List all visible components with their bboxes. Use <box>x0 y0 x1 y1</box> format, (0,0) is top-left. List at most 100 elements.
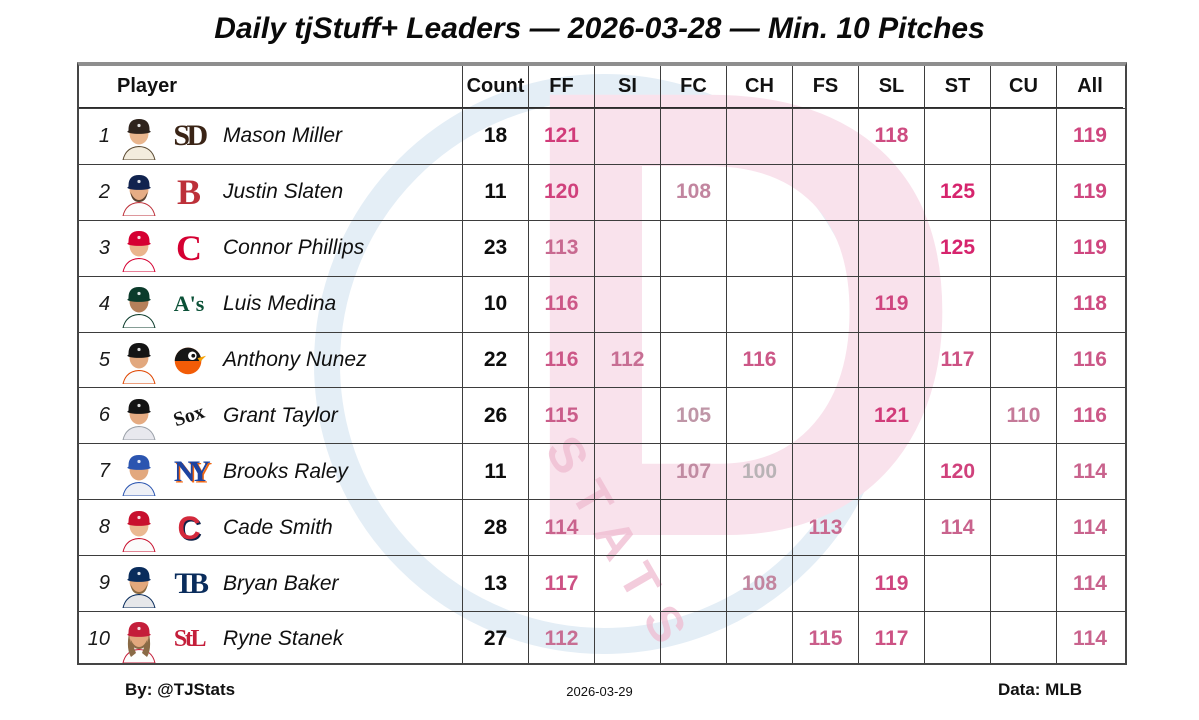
stat-cell-cu <box>991 164 1057 220</box>
stat-cell-all: 114 <box>1057 556 1123 611</box>
stat-cell-fs: 115 <box>793 612 859 663</box>
stat-cell-ch <box>727 220 793 276</box>
player-photo-mets <box>119 448 159 497</box>
stat-cell-si <box>595 444 661 500</box>
stat-cell-cu <box>991 276 1057 332</box>
stat-cell-si <box>595 500 661 556</box>
team-logo-cardinals: StL <box>173 626 207 653</box>
stat-cell-cu <box>991 612 1057 663</box>
table-row: 8 C Cade Smith 28 114 113 114 114 <box>79 499 1125 556</box>
stat-cell-sl <box>859 220 925 276</box>
stat-value-all: 119 <box>1073 180 1107 204</box>
player-cell: 9 TB Bryan Baker <box>79 556 463 612</box>
stat-cell-fs <box>793 276 859 332</box>
stat-cell-fc: 108 <box>661 164 727 220</box>
stat-cell-st <box>925 556 991 612</box>
team-logo-redsox: B <box>176 172 201 213</box>
stat-cell-ff: 112 <box>529 612 595 663</box>
column-header-cu: CU <box>991 66 1057 108</box>
count-value: 27 <box>483 627 508 651</box>
stat-cell-si: 112 <box>595 332 661 388</box>
team-logo-guardians: C <box>177 509 201 546</box>
rank-number: 1 <box>98 124 110 147</box>
stat-cell-sl <box>859 444 925 500</box>
column-header-ch: CH <box>727 66 793 108</box>
stat-value-ch: 100 <box>741 459 778 483</box>
table-row: 4 A's Luis Medina 10 116 119 118 <box>79 275 1125 332</box>
stat-cell-ff: 116 <box>529 332 595 388</box>
count-cell: 11 <box>463 444 529 500</box>
stat-cell-cu <box>991 332 1057 388</box>
stat-value-fc: 107 <box>675 459 712 483</box>
stat-cell-st <box>925 388 991 444</box>
column-header-count: Count <box>463 66 529 108</box>
count-cell: 27 <box>463 612 529 663</box>
count-value: 28 <box>483 515 508 539</box>
stat-cell-st <box>925 109 991 164</box>
count-cell: 18 <box>463 109 529 164</box>
column-header-all: All <box>1057 66 1123 108</box>
stat-cell-sl: 118 <box>859 109 925 164</box>
table-row: 1 SD Mason Miller 18 121 118 119 <box>79 108 1125 164</box>
stat-cell-ch <box>727 612 793 663</box>
count-value: 18 <box>483 124 508 148</box>
rank-number: 2 <box>98 180 110 203</box>
stat-cell-ff: 116 <box>529 276 595 332</box>
stat-cell-st <box>925 276 991 332</box>
stat-cell-si <box>595 556 661 612</box>
stat-value-ch: 108 <box>741 571 778 595</box>
team-logo-reds: C <box>176 228 202 269</box>
rank-number: 4 <box>98 292 110 315</box>
stat-cell-fc <box>661 500 727 556</box>
stat-value-ff: 113 <box>544 236 579 260</box>
team-logo-rays: TB <box>174 566 209 600</box>
table-grid: Player Count FF SI FC CH FS SL ST CU All 1 SD Mason M… <box>79 66 1125 663</box>
stat-value-ch: 116 <box>742 348 777 371</box>
column-header-sl: SL <box>859 66 925 108</box>
stat-cell-sl <box>859 500 925 556</box>
player-cell: 6 Sox Grant Taylor <box>79 388 463 444</box>
stat-cell-fs <box>793 332 859 388</box>
stat-value-all: 114 <box>1073 627 1107 651</box>
player-photo-cardinals <box>119 615 159 663</box>
stat-value-cu: 110 <box>1006 403 1041 427</box>
stat-value-sl: 118 <box>874 124 909 148</box>
stat-cell-cu <box>991 556 1057 612</box>
stat-value-st: 120 <box>939 459 976 483</box>
count-cell: 26 <box>463 388 529 444</box>
stat-cell-fc: 107 <box>661 444 727 500</box>
column-header-fs: FS <box>793 66 859 108</box>
count-value: 10 <box>483 292 508 316</box>
stat-cell-sl: 117 <box>859 612 925 663</box>
count-value: 13 <box>483 571 508 595</box>
player-photo-redsox <box>119 168 159 217</box>
stat-cell-all: 119 <box>1057 109 1123 164</box>
stat-cell-fc <box>661 109 727 164</box>
stat-cell-fs <box>793 164 859 220</box>
player-cell: 4 A's Luis Medina <box>79 276 463 332</box>
stat-value-fc: 105 <box>675 403 712 427</box>
stat-cell-st: 125 <box>925 164 991 220</box>
stat-cell-cu <box>991 220 1057 276</box>
stat-cell-st: 125 <box>925 220 991 276</box>
stat-cell-si <box>595 276 661 332</box>
header-row: Player Count FF SI FC CH FS SL ST CU All <box>79 66 1125 108</box>
stat-cell-sl <box>859 164 925 220</box>
footer-source: Data: MLB <box>997 680 1082 699</box>
stat-cell-si <box>595 220 661 276</box>
stat-value-st: 114 <box>940 515 975 539</box>
stat-value-ff: 116 <box>544 292 579 316</box>
stat-cell-ch: 116 <box>727 332 793 388</box>
player-cell: 1 SD Mason Miller <box>79 109 463 164</box>
stat-value-all: 114 <box>1073 459 1107 483</box>
stat-cell-ff: 115 <box>529 388 595 444</box>
rank-number: 6 <box>98 404 110 427</box>
stat-cell-all: 118 <box>1057 277 1123 332</box>
stat-cell-all: 119 <box>1057 221 1123 276</box>
table-row: 3 C Connor Phillips 23 113 125 119 <box>79 219 1125 276</box>
stat-value-sl: 119 <box>874 571 909 595</box>
count-value: 26 <box>483 403 508 427</box>
count-value: 22 <box>483 348 508 371</box>
stat-cell-ch <box>727 388 793 444</box>
